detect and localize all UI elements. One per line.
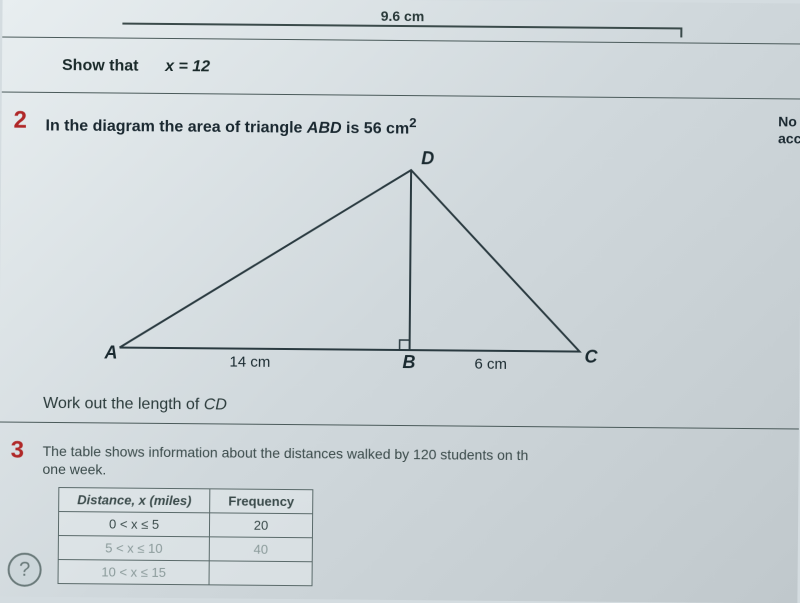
cell-freq: [209, 561, 312, 586]
top-measurement: 9.6 cm: [381, 8, 425, 24]
q2-sup: 2: [409, 115, 417, 130]
table-header-row: Distance, x (miles) Frequency: [59, 488, 313, 514]
question-3-text: The table shows information about the di…: [42, 442, 788, 485]
col-frequency: Frequency: [210, 489, 313, 514]
worksheet-page: 9.6 cm Show that x = 12 2 In the diagram…: [0, 0, 800, 603]
frequency-table: Distance, x (miles) Frequency 0 < x ≤ 5 …: [58, 487, 314, 586]
q2-triangle-name: ABD: [307, 120, 342, 137]
divider: [0, 422, 799, 430]
help-glyph: ?: [19, 558, 30, 581]
workout-cd: CD: [204, 396, 227, 413]
notacc-line2: acc: [778, 130, 800, 146]
question-2-text: In the diagram the area of triangle ABD …: [45, 112, 416, 139]
show-that-line: Show that x = 12: [62, 57, 210, 76]
col-distance-label: Distance, x (miles): [77, 492, 191, 508]
divider: [2, 37, 800, 45]
table-row: 10 < x ≤ 15: [58, 560, 312, 586]
cell-freq: 20: [210, 513, 313, 538]
divider: [2, 92, 800, 100]
show-that-equation: x = 12: [165, 58, 210, 75]
measure-AB: 14 cm: [229, 354, 270, 371]
notacc-line1: No: [778, 113, 797, 129]
table-row: 5 < x ≤ 10 40: [58, 536, 312, 562]
cell-dist: 0 < x ≤ 5: [58, 512, 209, 537]
vertex-A: A: [104, 342, 117, 363]
triangle-lines: [120, 168, 582, 352]
cell-dist: 10 < x ≤ 15: [58, 560, 209, 585]
col-distance: Distance, x (miles): [59, 488, 210, 513]
right-angle-mark: [400, 340, 410, 350]
table-row: 0 < x ≤ 5 20: [58, 512, 312, 538]
triangle-diagram: A B C D 14 cm 6 cm: [109, 147, 611, 371]
vertex-C: C: [584, 347, 597, 368]
top-figure-edge: [122, 23, 682, 38]
vertex-D: D: [421, 148, 434, 169]
triangle-svg: [109, 147, 611, 371]
show-that-label: Show that: [62, 57, 139, 75]
question-number-3: 3: [11, 437, 25, 465]
workout-text: Work out the length of: [43, 395, 204, 413]
vertex-B: B: [402, 352, 415, 373]
help-icon[interactable]: ?: [7, 553, 41, 587]
measure-BC: 6 cm: [474, 356, 507, 373]
q3-line1: The table shows information about the di…: [43, 443, 529, 463]
q3-line2: one week.: [42, 461, 106, 478]
work-out-instruction: Work out the length of CD: [43, 395, 227, 415]
q2-pre: In the diagram the area of triangle: [45, 117, 307, 136]
cell-freq: 40: [209, 537, 312, 562]
not-accurate-note: No acc: [778, 113, 800, 147]
question-number-2: 2: [13, 107, 27, 135]
q2-post: is 56 cm: [341, 120, 409, 138]
cell-dist: 5 < x ≤ 10: [58, 536, 209, 561]
